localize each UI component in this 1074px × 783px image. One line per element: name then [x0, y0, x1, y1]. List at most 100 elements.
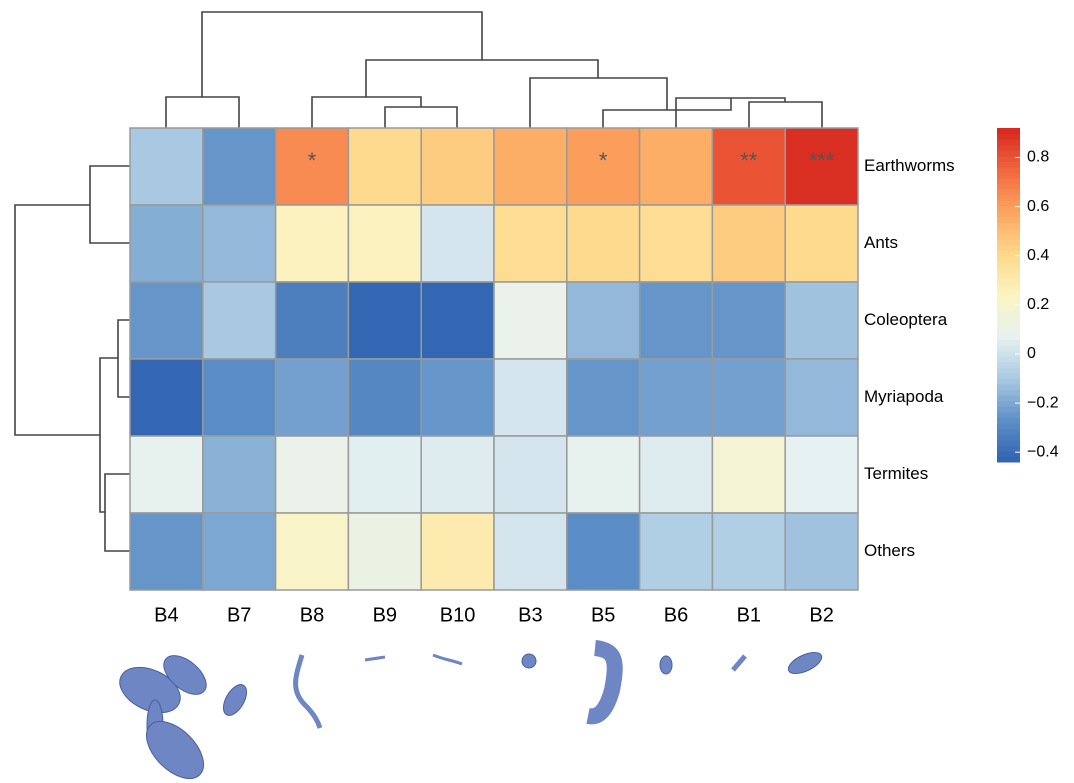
column-dendrogram: [166, 12, 822, 128]
colorbar-segment: [997, 161, 1020, 167]
colorbar-segment: [997, 145, 1020, 151]
heatmap-cell: [421, 128, 494, 205]
heatmap-cell: [421, 359, 494, 436]
heatmap-cell: [712, 513, 785, 590]
colorbar-segment: [997, 234, 1020, 240]
colorbar-segment: [997, 390, 1020, 396]
significance-label: ***: [809, 148, 835, 173]
heatmap-cell: [640, 513, 713, 590]
colorbar-segment: [997, 217, 1020, 223]
heatmap-cell: [276, 205, 349, 282]
column-label: B6: [664, 604, 688, 626]
heatmap-cell: [712, 282, 785, 359]
colorbar-segment: [997, 445, 1020, 451]
heatmap-cell: [348, 205, 421, 282]
column-label: B4: [154, 604, 178, 626]
colorbar-segment: [997, 200, 1020, 206]
heatmap-cell: [640, 436, 713, 513]
column-label: B10: [440, 604, 476, 626]
colorbar-segment: [997, 178, 1020, 184]
colorbar-segment: [997, 417, 1020, 423]
heatmap-cell: [567, 359, 640, 436]
heatmap-cell: [421, 205, 494, 282]
colorbar-segment: [997, 395, 1020, 401]
heatmap-cell: [348, 436, 421, 513]
colorbar-segment: [997, 267, 1020, 273]
colorbar-segment: [997, 212, 1020, 218]
heatmap-cell: [494, 205, 567, 282]
heatmap-cell: [567, 282, 640, 359]
colorbar-segment: [997, 167, 1020, 173]
heatmap-cell: [276, 513, 349, 590]
heatmap-cell: [712, 436, 785, 513]
colorbar-segment: [997, 173, 1020, 179]
heatmap-cell: [130, 128, 203, 205]
heatmap-cell: [348, 128, 421, 205]
row-label: Others: [864, 541, 915, 560]
heatmap-cell: [640, 282, 713, 359]
colorbar-segment: [997, 362, 1020, 368]
colorbar-segment: [997, 262, 1020, 268]
specimen-images: [113, 648, 825, 783]
colorbar-segment: [997, 134, 1020, 140]
colorbar-segment: [997, 429, 1020, 435]
colorbar-tick-label: 0.6: [1027, 198, 1049, 215]
colorbar-segment: [997, 345, 1020, 351]
heatmap-cell: [640, 128, 713, 205]
colorbar-segment: [997, 401, 1020, 407]
colorbar-segment: [997, 295, 1020, 301]
heatmap-cell: [494, 513, 567, 590]
colorbar-segment: [997, 228, 1020, 234]
colorbar-tick-label: 0.8: [1027, 149, 1049, 166]
heatmap-cell: [785, 205, 858, 282]
colorbar-segment: [997, 373, 1020, 379]
colorbar-segment: [997, 195, 1020, 201]
colorbar-segment: [997, 456, 1020, 462]
colorbar-segment: [997, 239, 1020, 245]
heatmap-cell: [276, 359, 349, 436]
colorbar-segment: [997, 139, 1020, 145]
colorbar-segment: [997, 379, 1020, 385]
colorbar-tick-label: −0.4: [1027, 443, 1059, 460]
row-label: Termites: [864, 464, 928, 483]
colorbar-segment: [997, 423, 1020, 429]
heatmap-cell: [203, 128, 276, 205]
heatmap-cell: [130, 205, 203, 282]
heatmap-cell: [567, 205, 640, 282]
heatmap-cell: [785, 282, 858, 359]
heatmap-cell: [421, 513, 494, 590]
heatmap-cell: [785, 513, 858, 590]
significance-label: *: [599, 148, 608, 173]
colorbar-segment: [997, 340, 1020, 346]
heatmap-cell: [348, 282, 421, 359]
colorbar-tick-label: −0.2: [1027, 394, 1059, 411]
row-dendrogram: [15, 166, 130, 551]
row-label: Coleoptera: [864, 310, 948, 329]
heatmap-cell: [203, 436, 276, 513]
column-label: B9: [373, 604, 397, 626]
colorbar-segment: [997, 128, 1020, 134]
heatmap-cell: [640, 359, 713, 436]
heatmap-cell: [130, 359, 203, 436]
heatmap-cell: [712, 205, 785, 282]
chart: *******EarthwormsAntsColeopteraMyriapoda…: [0, 0, 1074, 783]
colorbar-segment: [997, 412, 1020, 418]
heatmap-cell: [130, 436, 203, 513]
heatmap-cell: [494, 436, 567, 513]
colorbar-segment: [997, 367, 1020, 373]
colorbar-segment: [997, 256, 1020, 262]
colorbar-segment: [997, 440, 1020, 446]
colorbar-segment: [997, 284, 1020, 290]
significance-label: *: [308, 148, 317, 173]
heatmap-cell: [203, 205, 276, 282]
colorbar-segment: [997, 278, 1020, 284]
heatmap-cell: [640, 205, 713, 282]
heatmap-cell: [276, 436, 349, 513]
heatmap-cell: [567, 436, 640, 513]
colorbar-tick-label: 0.4: [1027, 247, 1049, 264]
heatmap-cell: [348, 359, 421, 436]
heatmap-cell: [421, 436, 494, 513]
column-label: B2: [809, 604, 833, 626]
heatmap-cell: [203, 359, 276, 436]
colorbar-segment: [997, 273, 1020, 279]
